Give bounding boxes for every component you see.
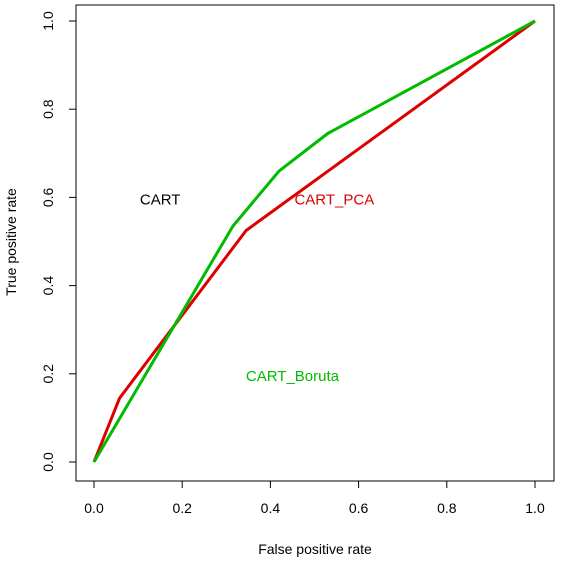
x-tick-label: 0.8 <box>437 500 457 516</box>
x-tick-label: 0.2 <box>172 500 192 516</box>
x-axis: 0.0 0.2 0.4 0.6 0.8 1.0 <box>84 480 545 516</box>
plot-frame <box>75 4 555 482</box>
x-tick-label: 0.6 <box>349 500 369 516</box>
x-tick-label: 1.0 <box>525 500 545 516</box>
y-tick-label: 0.8 <box>40 99 56 119</box>
x-axis-label: False positive rate <box>258 541 372 557</box>
y-axis-label: True positive rate <box>3 188 19 296</box>
annotation-layer: CART CART_PCA CART_Boruta <box>140 192 374 385</box>
y-tick-label: 0.6 <box>40 187 56 207</box>
x-tick-label: 0.0 <box>84 500 104 516</box>
series-layer <box>92 19 536 463</box>
y-axis: 0.0 0.2 0.4 0.6 0.8 1.0 <box>40 11 77 472</box>
series-line-0 <box>92 19 536 463</box>
y-tick-label: 0.0 <box>40 452 56 472</box>
x-tick-label: 0.4 <box>261 500 281 516</box>
y-tick-label: 1.0 <box>40 11 56 31</box>
series-line-1 <box>92 19 536 463</box>
annotation-label: CART <box>140 192 181 209</box>
y-tick-label: 0.2 <box>40 364 56 384</box>
y-tick-label: 0.4 <box>40 276 56 296</box>
annotation-label: CART_PCA <box>294 192 374 209</box>
annotation-label: CART_Boruta <box>246 368 340 385</box>
